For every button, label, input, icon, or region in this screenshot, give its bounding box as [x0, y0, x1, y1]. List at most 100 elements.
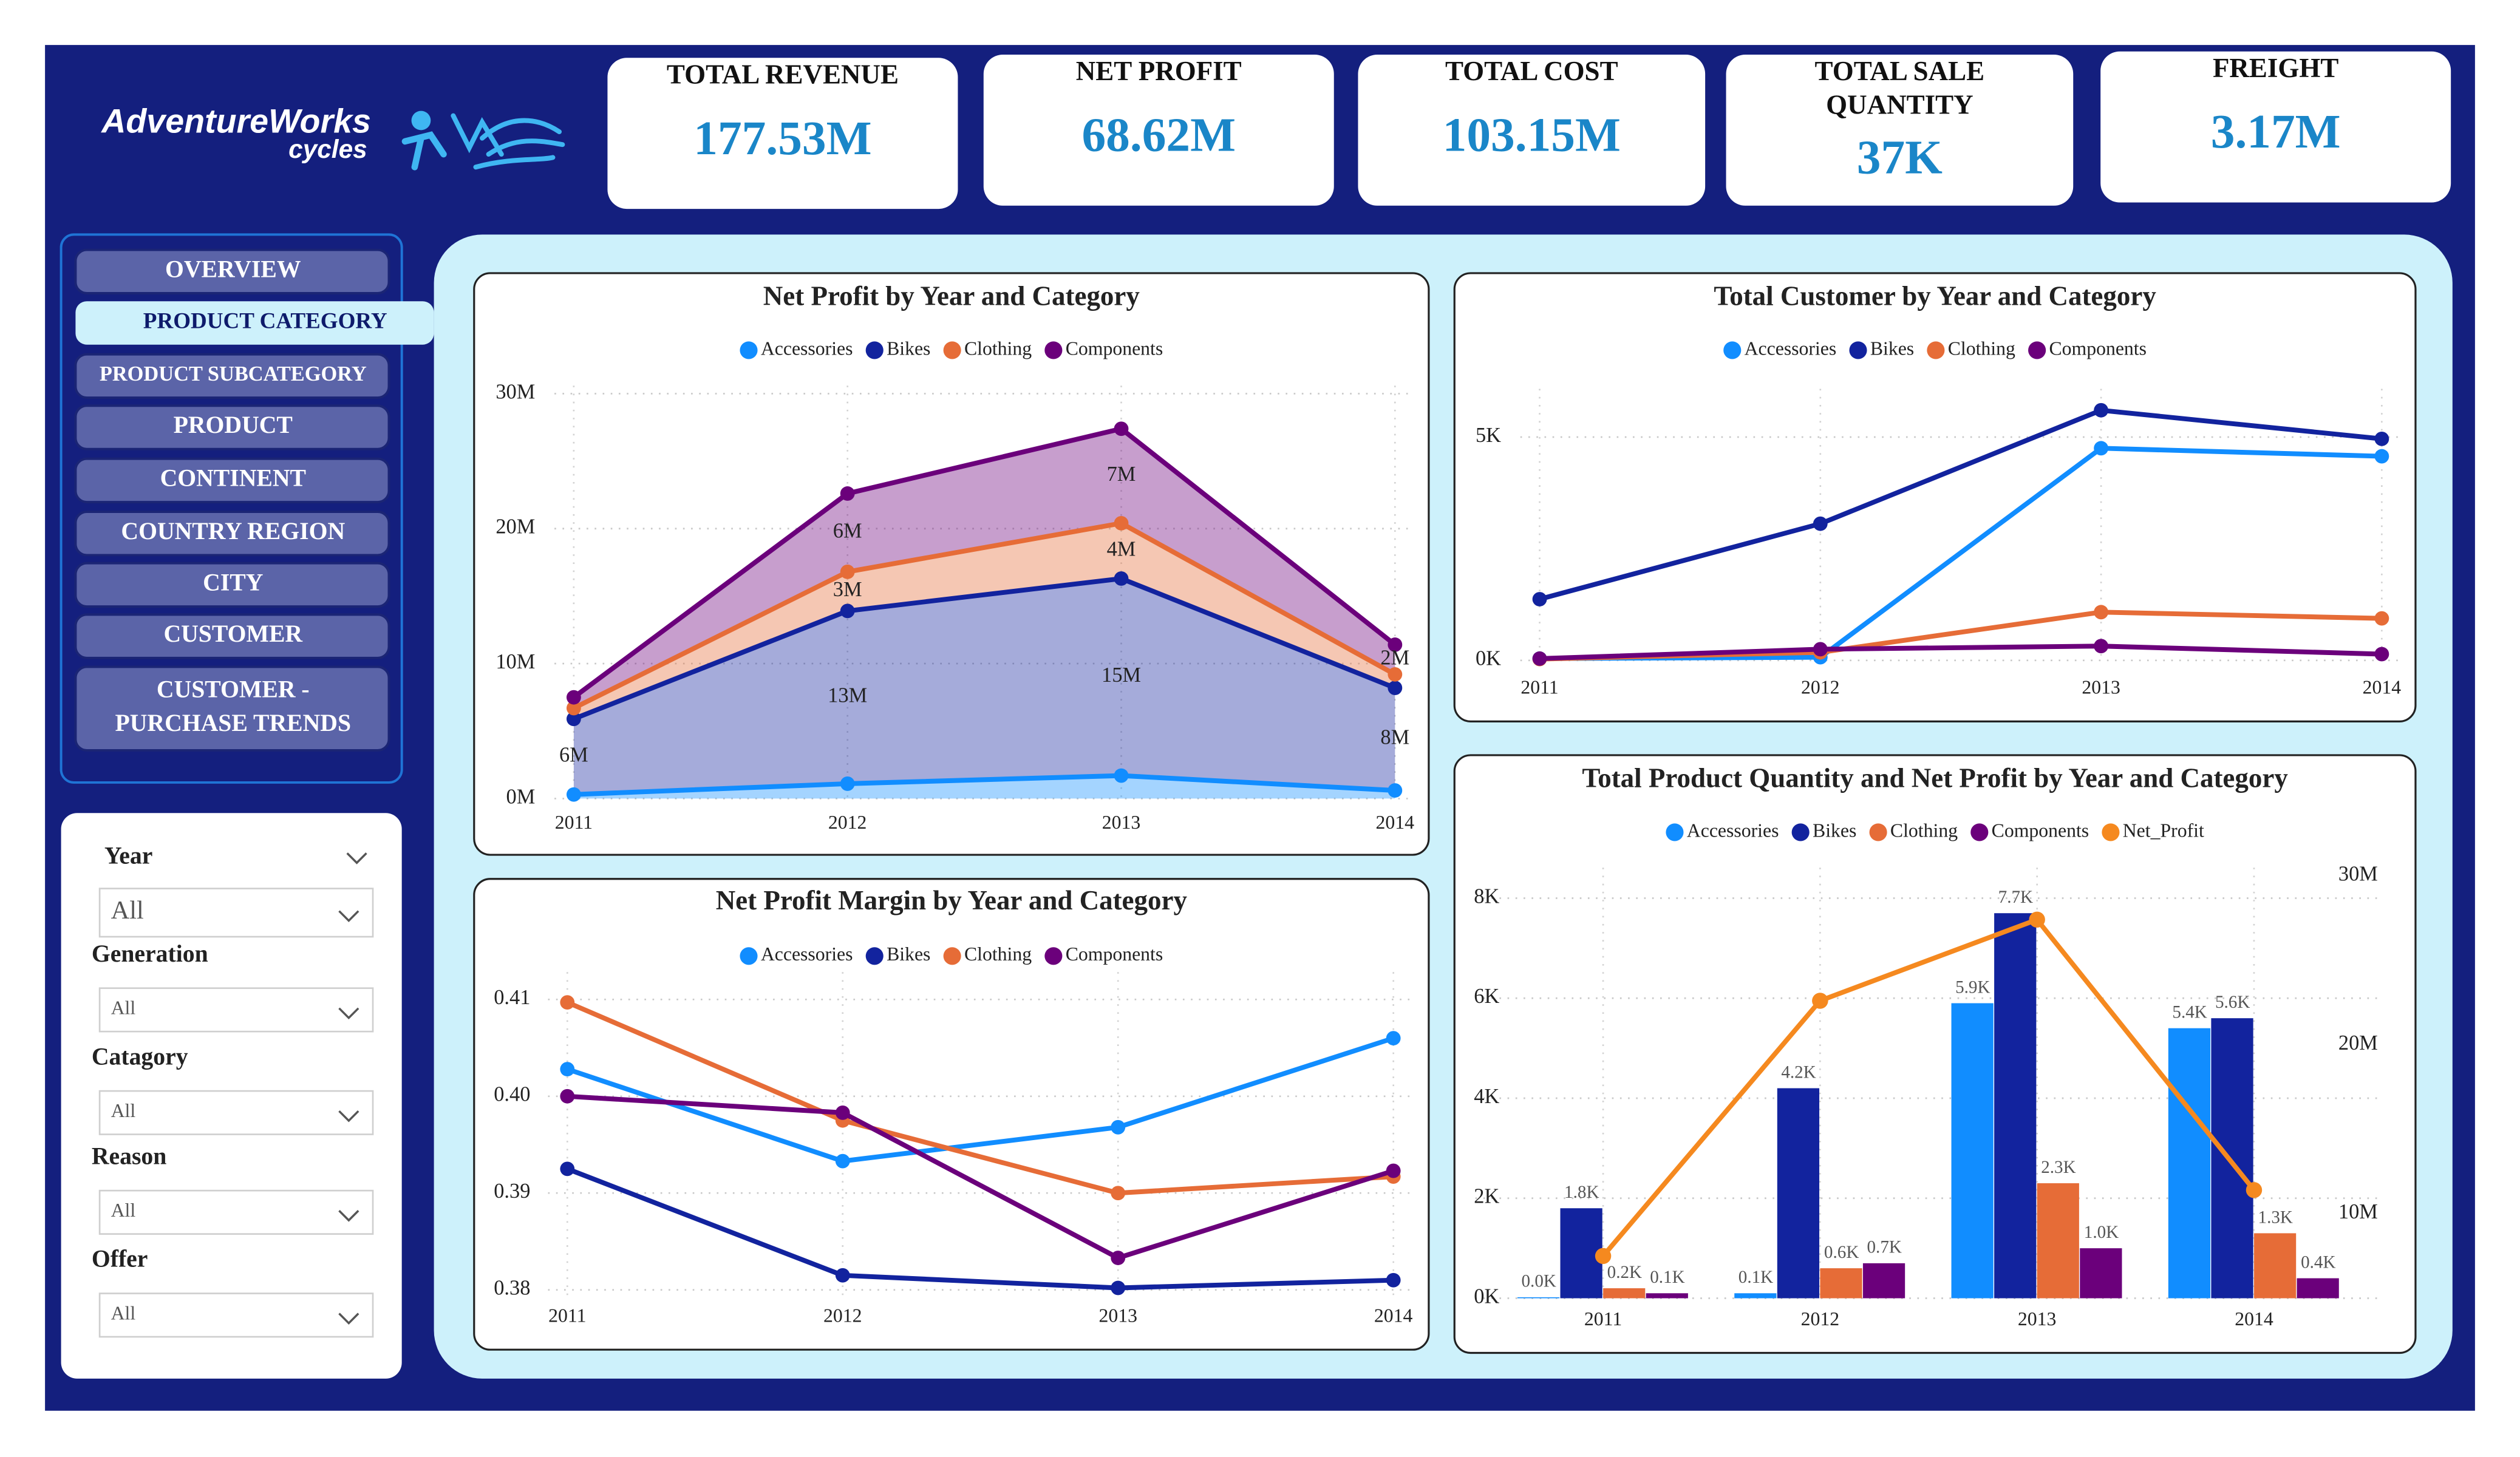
nav-button-bg[interactable] [74, 457, 390, 504]
nav-label[interactable]: CUSTOMER [163, 620, 303, 647]
filter-chevron[interactable] [338, 1313, 359, 1325]
data-label: 2M [1380, 646, 1409, 669]
point [1388, 681, 1403, 696]
legend-label: Bikes [887, 338, 930, 359]
logo-brand: AdventureWorks [100, 102, 371, 140]
kpi-title: TOTAL REVENUE [667, 59, 899, 89]
nav-label[interactable]: CONTINENT [160, 464, 306, 491]
nav-label[interactable]: PRODUCT SUBCATEGORY [100, 362, 367, 385]
x-tick-label: 2012 [1801, 1308, 1840, 1330]
nav-label[interactable]: OVERVIEW [165, 256, 301, 282]
logo-mark [401, 110, 565, 171]
nav-button[interactable]: OVERVIEW [74, 248, 390, 295]
point [566, 690, 581, 705]
kpi-value: 37K [1857, 131, 1943, 185]
y-tick-label: 6K [1474, 985, 1499, 1008]
kpi-value: 68.62M [1081, 108, 1236, 161]
legend-marker [1044, 341, 1063, 359]
point [840, 603, 855, 619]
bar [2080, 1248, 2122, 1299]
nav-button[interactable]: PRODUCT CATEGORY [75, 301, 434, 345]
x-tick-label: 2011 [1521, 677, 1558, 698]
nav-label[interactable]: PRODUCT [174, 412, 293, 438]
kpi-value: 177.53M [693, 112, 871, 165]
nav-label[interactable]: CITY [203, 569, 263, 596]
data-label: 0.4K [2301, 1252, 2335, 1272]
data-label: 6M [559, 743, 588, 766]
point [2029, 911, 2045, 928]
filter-chevron[interactable] [338, 1210, 359, 1222]
series-line [572, 426, 1397, 699]
nav-button-bg[interactable] [74, 248, 390, 295]
data-label: 0.6K [1824, 1243, 1859, 1262]
nav-label[interactable]: PRODUCT CATEGORY [143, 308, 387, 333]
filter-dropdown[interactable]: All [98, 1189, 374, 1235]
filter-chevron[interactable] [338, 910, 359, 922]
nav-button-bg[interactable] [74, 510, 390, 557]
nav-label[interactable]: COUNTRY REGION [121, 518, 345, 545]
nav-button[interactable]: PRODUCT [74, 404, 390, 450]
nav-button-bg[interactable] [74, 353, 390, 399]
nav-button-bg[interactable] [74, 404, 390, 450]
filter-collapse[interactable] [346, 852, 367, 864]
filter-dropdown[interactable]: All [98, 888, 374, 938]
legend-marker [2102, 823, 2120, 841]
x-tick-label: 2012 [1801, 677, 1840, 698]
point [1532, 651, 1547, 666]
nav-button[interactable]: CITY [74, 562, 390, 608]
legend-marker [1970, 823, 1989, 841]
legend-marker [1666, 823, 1684, 841]
point [2094, 639, 2109, 654]
nav-button-bg[interactable] [74, 613, 390, 659]
legend: Accessories Bikes Clothing Components [740, 943, 1163, 965]
filter-dropdown[interactable]: All [98, 987, 374, 1033]
nav-button[interactable]: CUSTOMER [74, 613, 390, 659]
chart: Net Profit Margin by Year and Category Ac… [473, 878, 1430, 1351]
kpi-card [2100, 51, 2451, 203]
filter-dropdown[interactable]: All [98, 1292, 374, 1338]
y2-tick-label: 30M [2338, 862, 2378, 885]
filter-value[interactable]: All [111, 1303, 136, 1324]
filter-value[interactable]: All [111, 896, 144, 925]
legend-label: Accessories [1745, 338, 1837, 359]
y-tick-label: 10M [495, 650, 535, 673]
filter-box[interactable] [98, 888, 374, 938]
nav-button[interactable]: CUSTOMER - PURCHASE TRENDS [74, 665, 390, 752]
filter-value[interactable]: All [111, 997, 136, 1019]
nav-button-bg[interactable] [74, 562, 390, 608]
bar [1517, 1297, 1560, 1299]
filter-value[interactable]: All [111, 1100, 136, 1121]
nav-button[interactable]: COUNTRY REGION [74, 510, 390, 557]
point [2374, 611, 2389, 626]
series-line [1539, 407, 2382, 602]
filter-label: Generation [92, 940, 208, 967]
y-tick-label: 0.41 [494, 986, 530, 1009]
filter-box[interactable] [98, 1090, 374, 1135]
chart-card [473, 878, 1430, 1351]
chart-title: Total Customer by Year and Category [1714, 281, 2156, 311]
y-tick-label: 0.39 [494, 1180, 530, 1203]
filter-dropdown[interactable]: All [98, 1090, 374, 1135]
filter-box[interactable] [98, 1189, 374, 1235]
nav-label[interactable]: CUSTOMER - [157, 676, 310, 703]
point [2094, 605, 2109, 620]
nav-button[interactable]: CONTINENT [74, 457, 390, 504]
point [1595, 1248, 1612, 1265]
filter-chevron[interactable] [338, 1007, 359, 1020]
filter-value[interactable]: All [111, 1200, 136, 1221]
data-label: 0.1K [1650, 1268, 1684, 1287]
point [566, 701, 581, 716]
filter-box[interactable] [98, 1292, 374, 1338]
nav-button-bg[interactable] [75, 301, 434, 345]
legend-label: Components [1066, 943, 1163, 965]
nav-button-bg[interactable] [74, 665, 390, 752]
filter-box[interactable] [98, 987, 374, 1033]
nav-label[interactable]: PURCHASE TRENDS [115, 710, 352, 736]
filter-chevron[interactable] [338, 1110, 359, 1122]
filter-label: Catagory [92, 1043, 188, 1070]
nav-button[interactable]: PRODUCT SUBCATEGORY [74, 353, 390, 399]
y2-tick-label: 20M [2338, 1031, 2378, 1055]
kpi-card [1726, 54, 2074, 206]
point [560, 995, 575, 1010]
